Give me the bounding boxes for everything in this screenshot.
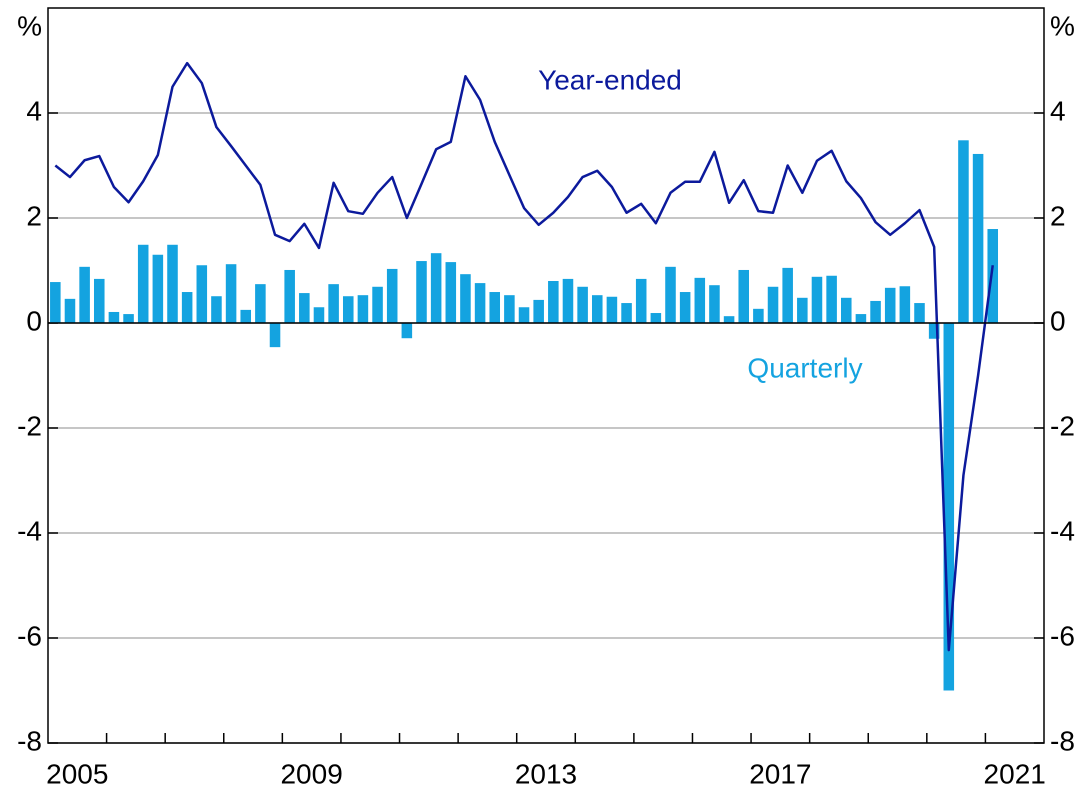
y-tick-label: 2 [26,200,42,231]
bar [430,253,442,323]
bar [577,286,588,323]
bar [562,278,574,323]
bar [137,244,149,323]
bar [64,298,76,323]
bar [650,313,662,323]
bar [518,307,530,323]
bar [299,293,310,323]
y-unit: % [17,10,42,41]
bar [474,283,486,323]
series-label: Quarterly [747,352,862,383]
x-tick-label: 2009 [280,758,342,789]
y-tick-label: 4 [26,95,42,126]
x-tick-label: 2021 [984,758,1046,789]
y2-tick-label: 2 [1050,200,1066,231]
bar [445,262,457,323]
bar [855,314,867,323]
line [54,61,994,652]
bar [152,254,164,323]
bar [811,276,823,323]
bar [255,284,266,323]
bar [181,292,193,323]
bar [533,299,544,323]
bar [313,307,325,323]
bar [591,295,603,323]
bar [914,303,925,323]
x-tick-label: 2005 [46,758,108,789]
bar [972,153,984,323]
y-tick-label: -2 [17,410,42,441]
bar [723,316,735,323]
x-tick-label: 2017 [749,758,811,789]
bar [342,296,354,323]
y2-unit: % [1050,10,1075,41]
y-tick-label: 0 [26,305,42,336]
bar [357,295,369,323]
bar [621,303,632,323]
bar [943,323,955,691]
bar [401,323,413,339]
bar [753,308,764,323]
bar [635,278,647,323]
bar [738,269,750,323]
bar [269,323,281,348]
bar [328,284,339,323]
y2-tick-label: -6 [1050,620,1075,651]
x-tick-label: 2013 [515,758,577,789]
bar [386,268,398,323]
bar [899,286,911,323]
y2-tick-label: -4 [1050,515,1075,546]
bar [840,297,852,323]
bar [50,282,61,323]
bar [870,300,881,323]
y2-tick-label: 4 [1050,95,1066,126]
y-tick-label: -8 [17,725,42,756]
y2-tick-label: -8 [1050,725,1075,756]
y2-tick-label: -2 [1050,410,1075,441]
bar [225,264,237,323]
bar [372,286,383,323]
bar [606,296,618,323]
bar [196,265,208,323]
y-tick-label: -4 [17,515,42,546]
y2-tick-label: 0 [1050,305,1066,336]
bar [79,266,90,323]
bar [679,292,691,323]
bar [108,311,120,323]
bar [797,297,808,323]
bar [460,274,471,323]
bar [709,285,720,323]
bar [93,278,105,323]
bar [504,295,515,323]
bar [767,286,779,323]
bar [416,261,427,323]
bar [987,229,999,323]
bar [240,309,252,323]
plot-frame [47,7,1045,744]
bar [782,267,793,323]
bar [665,266,676,323]
bar [284,269,295,323]
bar [489,292,501,323]
bar [694,277,706,323]
bar [123,314,134,323]
bar [548,281,559,323]
y-tick-label: -6 [17,620,42,651]
bar [211,296,222,323]
bar [826,275,837,323]
bar [958,140,969,323]
series-label: Year-ended [538,64,682,95]
bar [928,323,940,339]
bar [884,287,896,323]
bar [167,244,178,323]
